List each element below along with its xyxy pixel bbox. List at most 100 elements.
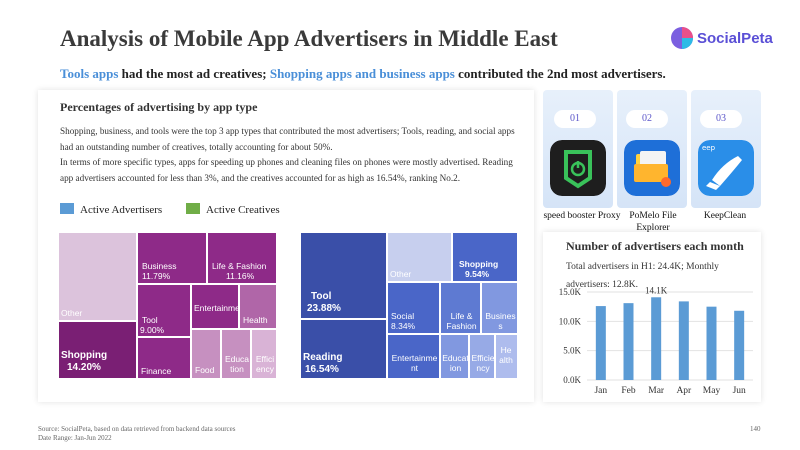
speed-booster-app-icon [550,140,606,196]
treemap-cell-other: Other [387,232,452,282]
legend-swatch-creatives [186,203,200,214]
treemap-value: 14.20% [67,362,101,373]
treemap-cell-education: Education [221,329,251,379]
treemap-value: 16.54% [305,364,339,375]
treemap-label: Business [142,261,177,271]
section-heading: Percentages of advertising by app type [60,100,258,114]
data-label: 14.1K [645,285,668,295]
app-name-label: speed booster Proxy [543,211,621,221]
bar-jun [734,310,745,380]
treemap-label: Education [442,353,469,373]
bar-mar [651,297,662,380]
treemap-cell-entertainment: Entertainment [191,284,239,329]
bar-chart-title: Number of advertisers each month [566,239,744,253]
y-tick-label: 0.0K [563,375,581,385]
legend-item-advertisers: Active Advertisers [60,203,162,216]
treemap-cell-education: Education [440,334,469,379]
subtitle-text-1: had the most ad creatives; [118,66,270,81]
keepclean-icon-text: eep [702,144,716,152]
treemap-label: Business [485,311,516,331]
bar-apr [678,301,689,380]
treemap-label: Tool [142,315,158,325]
treemap-label: Education [224,354,250,374]
legend-label-creatives: Active Creatives [206,204,280,216]
treemap-label: Efficiency [255,354,275,374]
treemap-label: Life & Fashion [212,261,267,271]
treemap-label: Entertainment [391,353,438,373]
y-tick-label: 15.0K [559,287,582,297]
treemap-cell-shopping: Shopping 9.54% [452,232,518,282]
treemap-label: Finance [141,366,172,376]
x-tick-label: Jan [594,386,607,396]
bar-feb [623,303,634,380]
bar-may [706,306,717,380]
treemap-cell-efficiency: Efficiency [469,334,495,379]
subtitle-text-2: contributed the 2nd most advertisers. [454,66,666,81]
page-title: Analysis of Mobile App Advertisers in Mi… [60,26,558,51]
monthly-advertisers-bar-chart: 0.0K 5.0K 10.0K 15.0K Jan Feb Mar Apr May Jun 14.1… [559,285,753,396]
app-rank-badge: 03 [700,110,742,128]
paragraph-2: In terms of more specific types, apps fo… [60,157,513,183]
treemap-cell-life-fashion: Life & Fashion [440,282,481,334]
treemap-value: 8.34% [391,321,416,331]
logo-text: SocialPeta [697,30,773,47]
x-tick-label: Jun [733,386,746,396]
treemap-value: 23.88% [307,303,341,314]
paragraph-1: Shopping, business, and tools were the t… [60,126,515,152]
x-tick-label: Mar [648,386,665,396]
treemap-label: Entertainment [194,303,239,313]
app-name-label: KeepClean [703,211,747,221]
treemap-value: 11.79% [142,271,171,281]
treemap-value: 11.16% [226,271,255,281]
x-tick-label: Feb [621,386,636,396]
treemap-cell-efficiency: Efficiency [251,329,277,379]
treemap-value: 9.00% [140,325,165,335]
legend-label-advertisers: Active Advertisers [80,204,163,216]
treemap-label: Other [390,269,412,279]
treemap-label: Other [61,308,83,318]
socialpeta-logo-icon [671,27,693,49]
bar-chart-subtitle: Total advertisers in H1: 24.4K; Monthly … [566,262,719,290]
treemap-cell-finance: Finance [137,337,191,379]
page-number: 140 [750,425,761,433]
subtitle: Tools apps had the most ad creatives; Sh… [60,66,666,82]
app-rank-badge: 02 [626,110,668,128]
treemap-cell-business: Business 11.79% [137,232,207,284]
subtitle-highlight-1: Tools apps [60,66,119,81]
treemap-cell-food: Food [191,329,221,379]
treemap-label: Social [391,311,415,321]
treemap-cell-business: Business [481,282,518,334]
app-rank-badge: 01 [554,110,596,128]
bar-jan [595,306,606,380]
treemap-label: Reading [303,352,343,363]
treemap-label: Food [195,365,215,375]
treemap-cell-social: Social 8.34% [387,282,440,334]
y-tick-label: 10.0K [559,316,582,326]
treemap-cell-reading: Reading 16.54% [300,319,387,379]
subtitle-highlight-2: Shopping apps and business apps [269,66,455,81]
file-explorer-app-icon [624,140,680,196]
date-range: Date Range: Jan-Jun 2022 [38,434,112,442]
treemap-label: Health [243,315,268,325]
footer: Source: SocialPeta, based on data retrie… [38,425,235,443]
legend-swatch-advertisers [60,203,74,214]
treemap-cell-entertainment: Entertainment [387,334,440,379]
treemap-cell-tool: Tool 23.88% [300,232,387,319]
x-tick-label: Apr [676,386,692,396]
treemap-cell-tool: Tool 9.00% [137,284,191,337]
treemap-cell-life-fashion: Life & Fashion 11.16% [207,232,277,284]
treemap-cell-shopping: Shopping 14.20% [58,321,137,379]
treemap-value: 9.54% [465,269,490,279]
treemap-cell-health: Health [239,284,277,329]
x-tick-label: May [703,386,721,396]
legend-item-creatives: Active Creatives [186,203,280,216]
treemap-label: Life & Fashion [446,311,477,331]
treemap-label: Health [499,345,513,365]
treemap-label: Tool [311,291,332,302]
treemap-cell-other: Other [58,232,137,321]
treemap-label: Shopping [459,259,499,269]
app-name-label: PoMelo File Explorer [629,211,677,233]
y-tick-label: 5.0K [563,346,581,356]
treemap-label: Shopping [61,350,108,361]
keepclean-app-icon: eep [698,140,754,196]
